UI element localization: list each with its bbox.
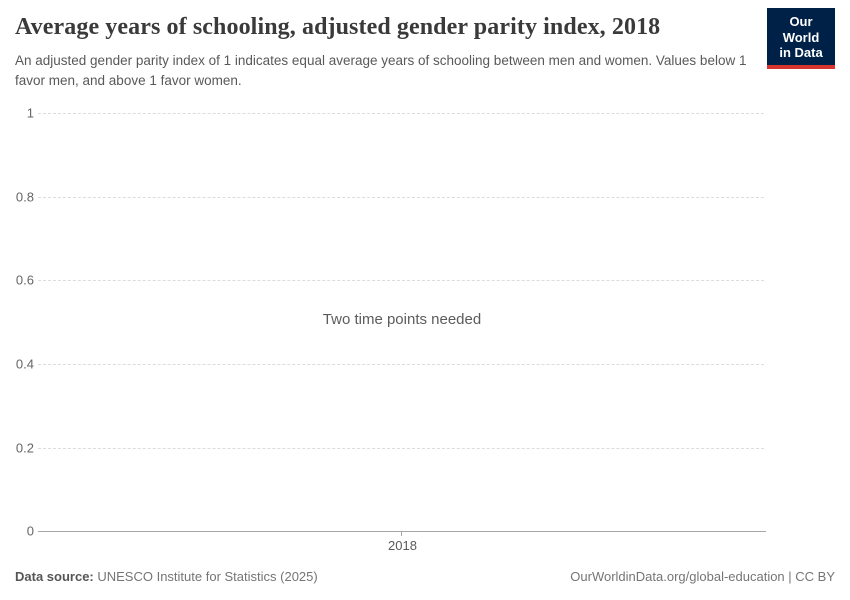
x-axis-tick-mark xyxy=(401,531,402,536)
data-source-note: Data source: UNESCO Institute for Statis… xyxy=(15,569,318,584)
owid-url-link[interactable]: OurWorldinData.org/global-education | CC… xyxy=(570,569,835,584)
y-axis-tick-label: 0.8 xyxy=(15,189,34,205)
owid-logo: Our World in Data xyxy=(767,8,835,69)
gridline xyxy=(38,448,764,449)
gridline xyxy=(38,280,764,281)
gridline xyxy=(38,364,764,365)
owid-logo-line1: Our World xyxy=(782,14,820,45)
y-axis-tick-label: 1 xyxy=(26,105,34,121)
gridline xyxy=(38,113,764,114)
x-axis-tick-label: 2018 xyxy=(388,538,417,553)
gridline xyxy=(38,197,764,198)
empty-state-message: Two time points needed xyxy=(322,311,482,328)
y-axis-tick-label: 0.4 xyxy=(15,356,34,372)
chart-title: Average years of schooling, adjusted gen… xyxy=(15,14,661,40)
data-source-label: Data source: xyxy=(15,569,94,584)
y-axis-tick-label: 0.2 xyxy=(15,440,34,456)
chart-subtitle: An adjusted gender parity index of 1 ind… xyxy=(15,53,747,88)
data-source-value: UNESCO Institute for Statistics (2025) xyxy=(93,569,318,584)
y-axis-tick-label: 0 xyxy=(26,523,34,539)
x-axis-line xyxy=(38,531,766,532)
owid-logo-line2: in Data xyxy=(779,45,823,61)
y-axis-tick-label: 0.6 xyxy=(15,272,34,288)
